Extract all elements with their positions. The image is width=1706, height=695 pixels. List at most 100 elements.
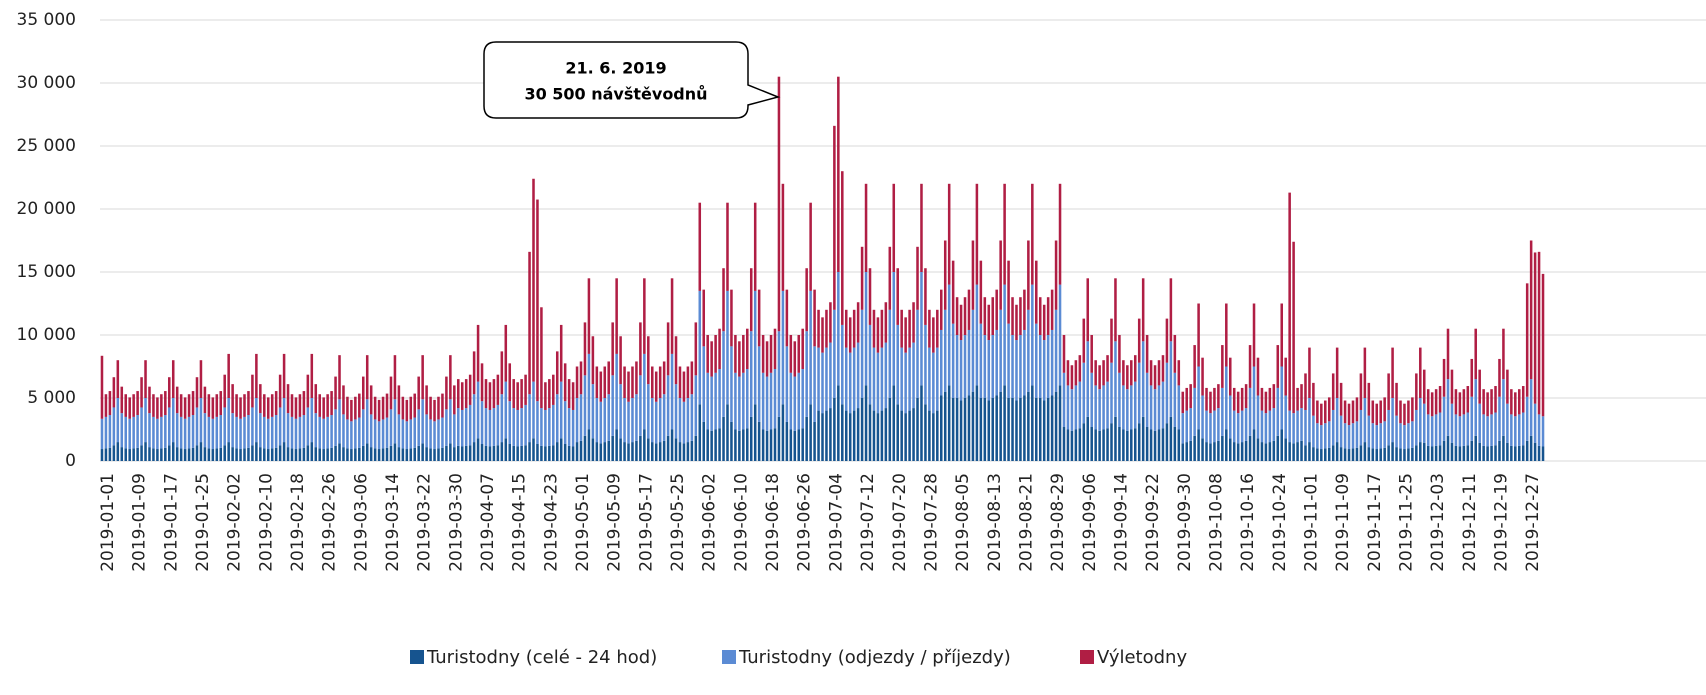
bar-segment: [971, 309, 975, 392]
bar-segment: [453, 385, 456, 415]
bar-segment: [706, 372, 709, 430]
legend-label: Turistodny (celé - 24 hod): [426, 647, 657, 668]
bar-segment: [647, 438, 650, 461]
y-tick-label: 0: [65, 451, 76, 471]
bar-segment: [1375, 449, 1379, 461]
bar-segment: [215, 416, 219, 449]
bar-segment: [160, 448, 163, 461]
bar-segment: [1197, 429, 1200, 461]
bar-segment: [421, 399, 424, 444]
bar-segment: [354, 448, 357, 461]
bar-segment: [520, 445, 523, 461]
bar-segment: [306, 374, 310, 408]
bar-segment: [298, 416, 302, 449]
bar-segment: [1296, 442, 1299, 461]
bar-segment: [298, 394, 302, 417]
bar-segment: [726, 404, 729, 461]
bar-segment: [413, 393, 416, 418]
bar-segment: [1232, 410, 1236, 443]
bar-segment: [817, 347, 820, 411]
bar-segment: [128, 418, 131, 450]
bar-segment: [1339, 447, 1343, 461]
bar-segment: [476, 381, 480, 439]
bar-segment: [611, 435, 614, 461]
bar-segment: [480, 443, 484, 461]
bar-segment: [239, 418, 242, 450]
bar-segment: [1339, 382, 1343, 416]
bar-segment: [1324, 423, 1327, 449]
bar-segment: [1074, 429, 1078, 461]
bar-segment: [460, 382, 464, 410]
bar-segment: [251, 445, 254, 461]
bar-segment: [631, 366, 634, 398]
bar-segment: [904, 317, 907, 353]
bar-segment: [1442, 396, 1446, 441]
bar-segment: [310, 353, 314, 398]
bar-segment: [326, 416, 329, 449]
bar-segment: [1446, 328, 1450, 380]
bar-segment: [872, 347, 876, 411]
bar-segment: [203, 386, 207, 414]
bar-segment: [959, 304, 963, 341]
bar-segment: [1454, 445, 1458, 461]
bar-segment: [718, 328, 721, 370]
bar-segment: [670, 278, 674, 354]
bar-segment: [1031, 385, 1034, 461]
bar-segment: [421, 443, 424, 461]
bar-segment: [1027, 391, 1030, 461]
bar-segment: [955, 297, 959, 335]
bar-segment: [868, 404, 872, 461]
bar-segment: [1518, 414, 1521, 446]
bar-segment: [1062, 335, 1066, 373]
bar-segment: [496, 404, 500, 446]
bar-segment: [876, 413, 880, 461]
x-tick-label: 2019-08-13: [985, 473, 1005, 572]
bar-segment: [1145, 426, 1149, 461]
bar-segment: [1122, 429, 1125, 461]
bar-segment: [1236, 413, 1240, 444]
bar-segment: [916, 398, 919, 461]
bar-segment: [813, 346, 816, 422]
bar-segment: [1308, 442, 1311, 461]
bar-segment: [1458, 416, 1462, 447]
bar-segment: [686, 442, 690, 461]
bar-segment: [682, 371, 686, 402]
bar-segment: [825, 410, 828, 461]
bar-segment: [1264, 391, 1268, 414]
bar-segment: [354, 419, 357, 449]
bar-segment: [104, 416, 108, 449]
bar-segment: [1046, 297, 1050, 335]
bar-segment: [1363, 398, 1367, 443]
bar-segment: [1470, 358, 1474, 397]
bar-segment: [1367, 415, 1371, 448]
bar-segment: [975, 284, 979, 386]
bar-segment: [730, 421, 733, 461]
bar-segment: [631, 398, 634, 443]
bar-segment: [702, 289, 705, 347]
bar-segment: [1133, 355, 1137, 382]
bar-segment: [259, 447, 262, 461]
bar-segment: [100, 449, 104, 461]
bar-segment: [1272, 440, 1276, 461]
bar-segment: [457, 445, 460, 461]
bar-segment: [1054, 309, 1058, 392]
bar-segment: [833, 125, 836, 310]
bar-segment: [520, 379, 523, 409]
bar-segment: [334, 409, 337, 446]
bar-segment: [1019, 297, 1022, 335]
bar-segment: [504, 381, 508, 439]
bar-segment: [1106, 381, 1109, 429]
bar-segment: [777, 76, 781, 332]
bar-segment: [1537, 445, 1541, 461]
bar-segment: [1090, 426, 1093, 461]
bar-segment: [801, 328, 804, 370]
bar-segment: [1185, 410, 1188, 443]
bar-segment: [449, 399, 452, 444]
bar-segment: [829, 408, 832, 461]
bar-segment: [1038, 335, 1042, 398]
bar-segment: [1003, 284, 1006, 386]
bar-segment: [888, 398, 892, 461]
bar-segment: [936, 410, 939, 461]
bar-segment: [880, 347, 884, 411]
bar-segment: [1240, 410, 1244, 443]
